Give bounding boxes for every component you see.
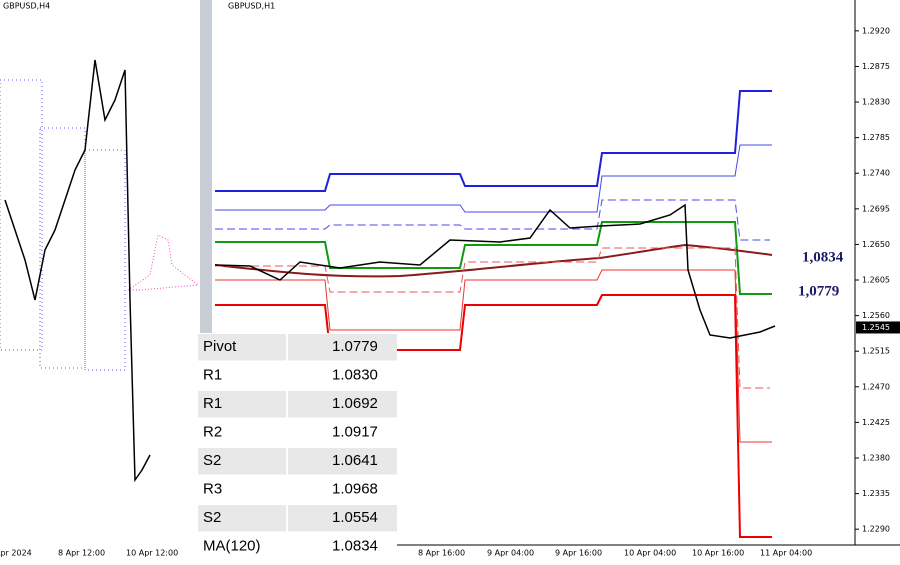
row-value: 1.0692: [332, 395, 378, 412]
tick-label: 1.2425: [862, 418, 890, 427]
tick-label: 1.2560: [862, 311, 890, 320]
time-label: 8 Apr 12:00: [58, 549, 105, 558]
table-cell: [198, 533, 286, 560]
tick-label: 1.2470: [862, 382, 890, 391]
table-cell: [288, 362, 397, 389]
panel-title: GBPUSD,H1: [228, 2, 275, 11]
row-label: R1: [203, 367, 222, 384]
row-label: Pivot: [203, 338, 237, 355]
annotation: 1,0834: [802, 249, 844, 265]
table-cell: [198, 419, 286, 446]
time-label: 10 Apr 16:00: [692, 549, 744, 558]
tick-label: 1.2605: [862, 276, 890, 285]
row-label: S2: [203, 509, 221, 526]
levels-table: Pivot 1.0779 R1 1.0830 R1 1.0692 R2 1.0917 S2 1.0…: [198, 333, 397, 561]
table-cell: [288, 391, 397, 418]
row-value: 1.0779: [332, 338, 378, 355]
table-cell: [288, 419, 397, 446]
time-label: 10 Apr 04:00: [624, 549, 676, 558]
tick-label: 1.2290: [862, 525, 890, 534]
row-label: MA(120): [203, 538, 261, 555]
time-label: Apr 2024: [0, 549, 32, 558]
time-label: 9 Apr 16:00: [555, 549, 602, 558]
table-cell: [288, 476, 397, 503]
current-price-label: 1.2545: [862, 323, 890, 332]
row-value: 1.0554: [332, 509, 378, 526]
price-axis: 1.2920 1.2875 1.2830 1.2785 1.2740 1.2695 1.26…: [855, 26, 900, 534]
row-label: R3: [203, 481, 222, 498]
tick-label: 1.2335: [862, 489, 890, 498]
time-label: 11 Apr 04:00: [760, 549, 812, 558]
tick-label: 1.2740: [862, 169, 890, 178]
table-cell: [288, 505, 397, 532]
annotation: 1,0779: [798, 283, 839, 299]
right-chart: GBPUSD,H1 1,0834 1,0779 8 Apr 16:00 9 Ap…: [212, 0, 900, 558]
table-cell: [198, 334, 286, 361]
row-label: R2: [203, 424, 222, 441]
table-cell: [288, 533, 397, 560]
time-label: 9 Apr 04:00: [487, 549, 534, 558]
tick-label: 1.2650: [862, 240, 890, 249]
left-chart: GBPUSD,H4 Apr 2024 8 Apr 12:00 10 Apr 12…: [0, 0, 200, 558]
row-label: R1: [203, 395, 222, 412]
time-label: 10 Apr 12:00: [126, 549, 178, 558]
row-value: 1.0917: [332, 424, 378, 441]
row-value: 1.0641: [332, 452, 378, 469]
tick-label: 1.2695: [862, 204, 890, 213]
time-label: 8 Apr 16:00: [418, 549, 465, 558]
row-label: S2: [203, 452, 221, 469]
row-value: 1.0834: [332, 538, 378, 555]
tick-label: 1.2875: [862, 62, 890, 71]
table-cell: [198, 448, 286, 475]
table-cell: [198, 391, 286, 418]
table-cell: [288, 334, 397, 361]
row-value: 1.0830: [332, 367, 378, 384]
table-cell: [288, 448, 397, 475]
table-cell: [198, 362, 286, 389]
tick-label: 1.2380: [862, 453, 890, 462]
tick-label: 1.2785: [862, 133, 890, 142]
tick-label: 1.2920: [862, 26, 890, 35]
table-cell: [198, 476, 286, 503]
panel-title: GBPUSD,H4: [3, 2, 50, 11]
current-price-tag: [856, 321, 900, 334]
tick-label: 1.2515: [862, 347, 890, 356]
table-cell: [198, 505, 286, 532]
row-value: 1.0968: [332, 481, 378, 498]
tick-label: 1.2830: [862, 98, 890, 107]
